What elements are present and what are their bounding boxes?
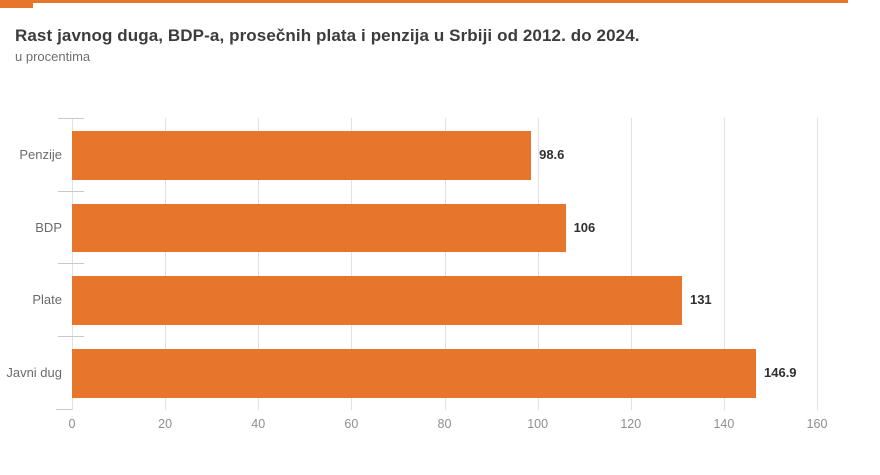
bar-value-label: 98.6: [539, 147, 565, 162]
category-axis-tick: [58, 336, 84, 337]
gridline-x-120: [630, 118, 632, 410]
x-axis-tick-label: 120: [620, 417, 642, 431]
gridline-x-40: [258, 118, 260, 410]
category-label-bdp: BDP: [35, 219, 62, 235]
category-label-javni-dug: Javni dug: [6, 365, 62, 380]
bar-bdp: [72, 203, 566, 253]
bar-javni-dug: [72, 349, 756, 398]
bar-value-label: 146.9: [764, 365, 797, 380]
x-axis-tick-label: 40: [251, 417, 266, 431]
category-axis-end-tick: [56, 409, 72, 410]
chart-title: Rast javnog duga, BDP-a, prosečnih plata…: [15, 26, 640, 45]
bar-value-label: 131: [689, 292, 712, 308]
bar-plate: [72, 276, 682, 325]
gridline-x-80: [444, 118, 446, 410]
header-accent-block: [0, 0, 33, 8]
gridline-x-20: [165, 118, 167, 410]
gridline-x-160: [817, 118, 818, 410]
header-accent-line: [0, 0, 848, 3]
x-axis-tick-label: 60: [344, 417, 359, 431]
bar-value-label: 106: [573, 219, 596, 235]
gridline-x-60: [351, 118, 353, 410]
x-axis-tick-label: 140: [713, 417, 735, 431]
category-axis-tick: [58, 190, 84, 192]
category-label-plate: Plate: [32, 292, 62, 308]
category-axis-tick: [58, 263, 84, 265]
x-axis-tick-label: 0: [68, 417, 76, 431]
category-label-penzije: Penzije: [19, 147, 62, 162]
chart-subtitle: u procentima: [15, 49, 91, 64]
gridline-x-100: [537, 118, 539, 410]
gridline-x-140: [723, 118, 725, 410]
x-axis-tick-label: 100: [527, 417, 549, 431]
x-axis-tick-label: 20: [158, 417, 173, 431]
x-axis-tick-label: 80: [437, 417, 452, 431]
x-axis-tick-label: 160: [806, 417, 828, 431]
category-axis-tick: [58, 118, 84, 119]
bar-penzije: [72, 131, 532, 180]
